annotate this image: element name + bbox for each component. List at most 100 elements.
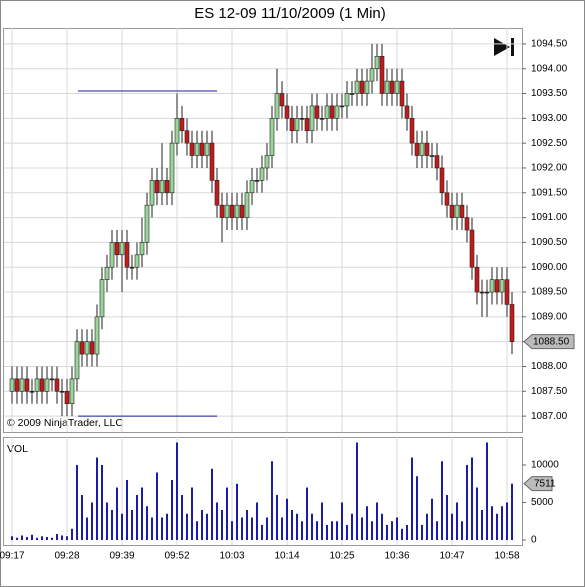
play-triangle[interactable] — [494, 38, 510, 56]
volume-bar — [216, 502, 218, 540]
last-volume-marker — [523, 476, 553, 492]
candle-body — [314, 105, 320, 119]
candle-body — [79, 341, 85, 355]
volume-bar — [496, 513, 498, 540]
candle-body — [229, 204, 235, 218]
volume-bar — [326, 524, 328, 540]
volume-bar — [166, 513, 168, 540]
volume-bar — [296, 513, 298, 540]
candle-body — [474, 266, 480, 293]
copyright: © 2009 NinjaTrader, LLC — [7, 417, 123, 429]
candle-body — [409, 118, 415, 144]
volume-bar — [331, 521, 333, 540]
candle-body — [239, 204, 245, 218]
candle-body — [464, 217, 470, 231]
volume-bar — [276, 494, 278, 540]
y-tick-label: 1094.50 — [531, 39, 568, 50]
candle-body — [169, 142, 175, 194]
volume-bar — [501, 506, 503, 540]
volume-bar — [421, 524, 423, 540]
candle-body — [414, 142, 420, 156]
candle-body — [94, 316, 100, 355]
volume-bar — [56, 533, 58, 540]
y-tick-label: 5000 — [531, 497, 554, 508]
volume-bar — [476, 487, 478, 540]
price-panel — [3, 28, 523, 433]
candle-body — [374, 55, 380, 69]
candle-body — [219, 204, 225, 218]
volume-bar — [181, 494, 183, 540]
volume-bar — [96, 457, 98, 540]
candle-body — [9, 378, 15, 392]
volume-bar — [346, 524, 348, 540]
volume-bar — [21, 535, 23, 540]
volume-bar — [171, 479, 173, 540]
volume-bar — [431, 498, 433, 540]
candle-body — [479, 291, 485, 294]
candle-body — [39, 378, 45, 392]
candle-body — [34, 378, 40, 392]
candle-body — [149, 180, 155, 206]
candle-body — [484, 291, 490, 294]
volume-bar — [106, 502, 108, 540]
last-price-marker — [523, 334, 575, 350]
candle-body — [444, 192, 450, 206]
volume-bar — [426, 513, 428, 540]
x-tick-label: 10:58 — [494, 551, 519, 562]
volume-bar — [386, 524, 388, 540]
y-tick-label: 1091.50 — [531, 187, 568, 198]
candle-body — [124, 242, 130, 268]
candle-body — [434, 155, 440, 169]
volume-bar — [206, 513, 208, 540]
candle-body — [144, 204, 150, 243]
volume-bar — [391, 521, 393, 540]
volume-bar — [161, 517, 163, 540]
candle-body — [184, 130, 190, 144]
volume-bar — [341, 502, 343, 540]
candle-body — [499, 279, 505, 293]
candle-body — [284, 105, 290, 119]
candle-body — [109, 242, 115, 268]
candle-body — [309, 105, 315, 132]
volume-bar — [406, 524, 408, 540]
candle-body — [469, 229, 475, 268]
x-tick-label: 09:52 — [164, 551, 189, 562]
candle-body — [264, 155, 270, 169]
y-tick-label: 1091.00 — [531, 212, 568, 223]
volume-bar — [36, 537, 38, 540]
candle-body — [164, 180, 170, 194]
candle-body — [404, 105, 410, 119]
volume-bar — [281, 517, 283, 540]
x-tick-label: 09:28 — [54, 551, 79, 562]
candle-body — [354, 80, 360, 94]
candle-body — [334, 105, 340, 119]
y-tick-label: 10000 — [531, 460, 559, 471]
candle-body — [214, 180, 220, 206]
candle-body — [54, 378, 60, 392]
x-tick-label: 10:36 — [384, 551, 409, 562]
candle-body — [114, 242, 120, 256]
candle-body — [189, 142, 195, 156]
play-bar[interactable] — [511, 38, 514, 56]
y-tick-label: 1090.00 — [531, 262, 568, 273]
volume-bar — [146, 506, 148, 540]
volume-bar — [151, 517, 153, 540]
volume-bar — [441, 461, 443, 540]
volume-bar — [221, 509, 223, 540]
y-tick-label: 1087.00 — [531, 411, 568, 422]
volume-label: VOL — [7, 443, 28, 455]
candle-body — [389, 80, 395, 94]
candle-body — [344, 93, 350, 107]
x-tick-label: 10:14 — [274, 551, 299, 562]
volume-bar — [241, 517, 243, 540]
candle-body — [304, 118, 310, 132]
candle-body — [319, 118, 325, 120]
volume-bar — [26, 536, 28, 540]
candle-body — [104, 266, 110, 280]
play-icon[interactable] — [494, 38, 514, 56]
volume-bar — [111, 509, 113, 540]
volume-bar — [376, 502, 378, 540]
volume-bar — [356, 442, 358, 540]
volume-bar — [511, 483, 513, 540]
volume-bar — [256, 502, 258, 540]
